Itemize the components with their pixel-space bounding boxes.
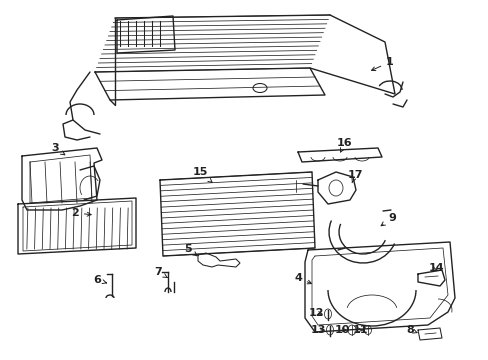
Text: 1: 1 bbox=[371, 57, 393, 71]
Text: 7: 7 bbox=[154, 267, 167, 278]
Text: 6: 6 bbox=[93, 275, 106, 285]
Text: 12: 12 bbox=[307, 308, 323, 318]
Text: 11: 11 bbox=[351, 325, 367, 335]
Text: 16: 16 bbox=[337, 138, 352, 152]
Text: 14: 14 bbox=[427, 263, 443, 273]
Text: 8: 8 bbox=[406, 325, 416, 335]
Text: 10: 10 bbox=[334, 325, 349, 335]
Text: 15: 15 bbox=[192, 167, 212, 183]
Text: 4: 4 bbox=[293, 273, 311, 284]
Text: 9: 9 bbox=[380, 213, 395, 226]
Text: 2: 2 bbox=[71, 208, 91, 218]
Text: 13: 13 bbox=[310, 325, 325, 335]
Text: 3: 3 bbox=[51, 143, 65, 155]
Text: 17: 17 bbox=[346, 170, 362, 183]
Text: 5: 5 bbox=[184, 244, 197, 256]
